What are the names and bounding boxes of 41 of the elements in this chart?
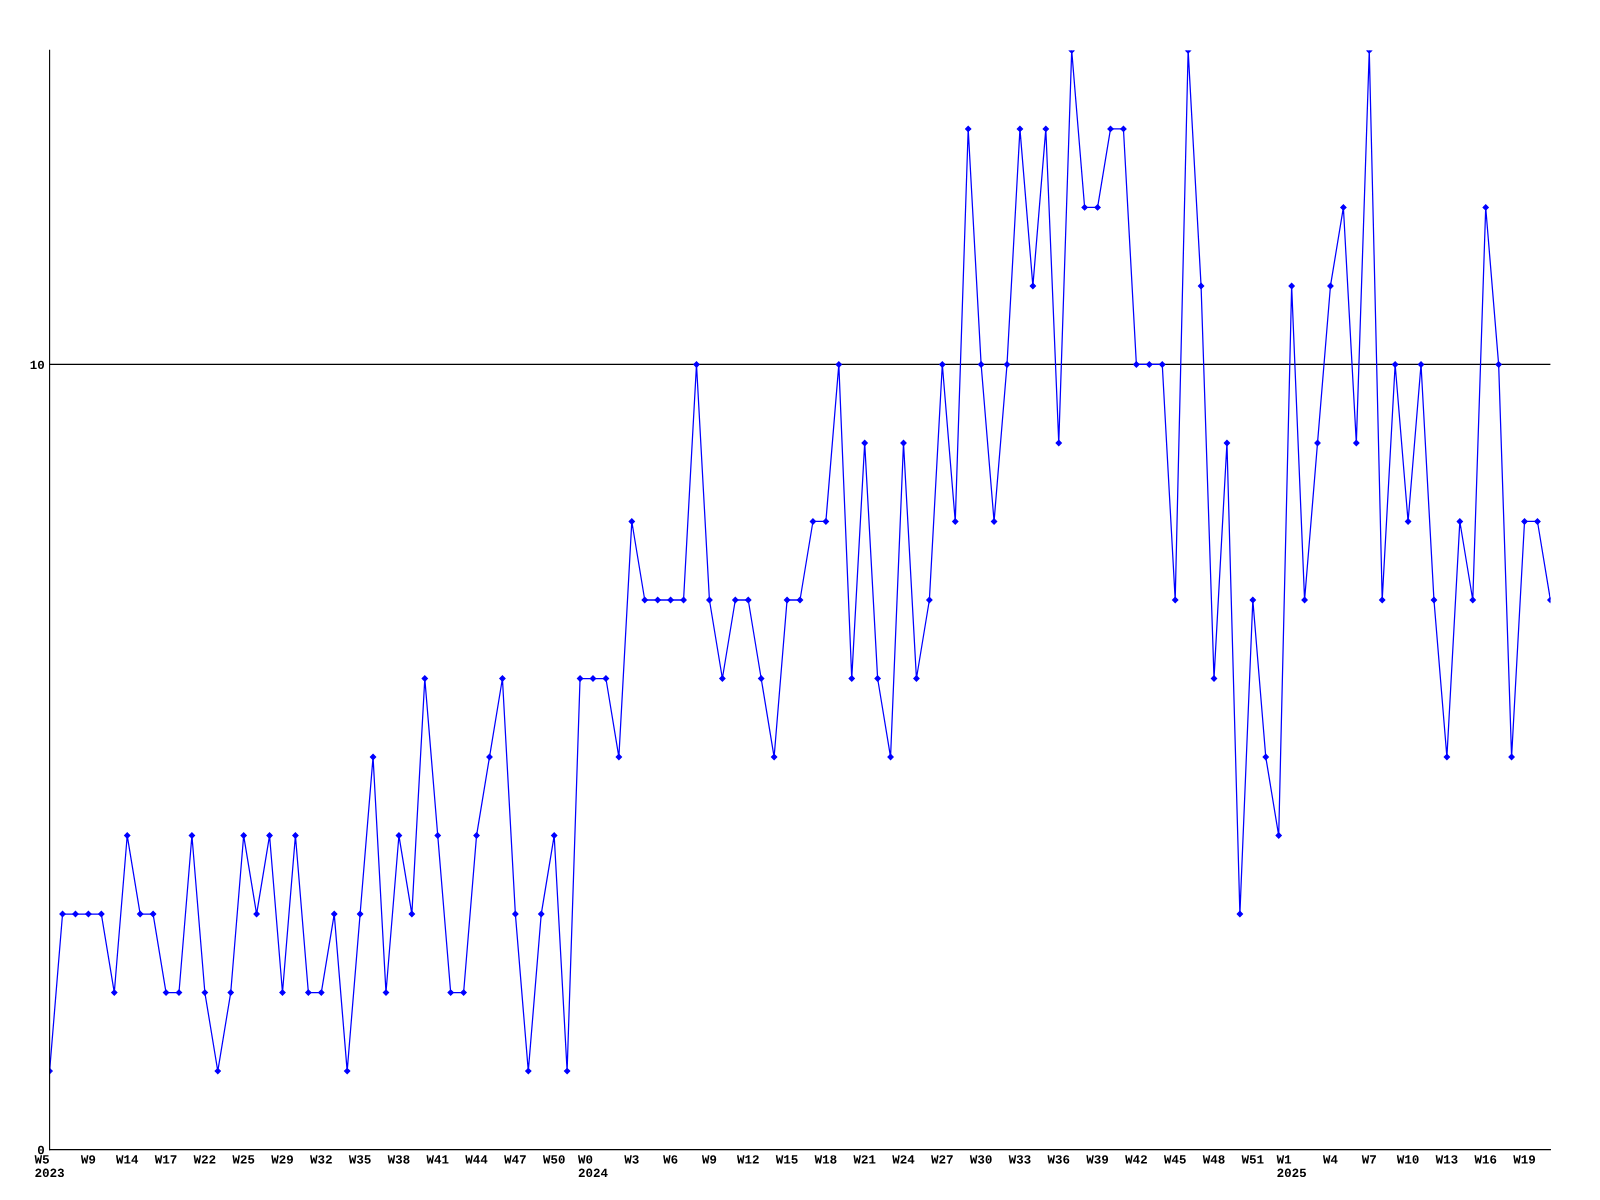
x-tick-label: W1 2025 bbox=[1276, 1155, 1306, 1178]
x-tick-label: W0 2024 bbox=[577, 1155, 608, 1178]
y-tick-label: 10 bbox=[30, 360, 45, 370]
x-tick-label: W25 bbox=[232, 1155, 255, 1164]
x-tick-label: W6 bbox=[663, 1155, 678, 1164]
x-tick-label: W42 bbox=[1125, 1155, 1147, 1164]
x-tick-label: W32 bbox=[310, 1155, 332, 1164]
x-tick-label: W15 bbox=[775, 1155, 798, 1164]
x-tick-label: W38 bbox=[387, 1155, 410, 1164]
x-tick-label: W44 bbox=[465, 1155, 488, 1164]
x-tick-label: W19 bbox=[1513, 1155, 1536, 1164]
x-tick-label: W27 bbox=[931, 1155, 953, 1164]
x-tick-label: W47 bbox=[504, 1155, 526, 1164]
x-tick-label: W18 bbox=[814, 1155, 837, 1164]
x-tick-label: W21 bbox=[853, 1155, 876, 1164]
x-tick-label: W9 bbox=[701, 1155, 717, 1164]
x-tick-label: W48 bbox=[1202, 1155, 1225, 1164]
x-tick-label: W24 bbox=[892, 1155, 915, 1164]
x-tick-label: W7 bbox=[1361, 1155, 1376, 1164]
x-tick-label: W33 bbox=[1008, 1155, 1031, 1164]
x-tick-label: W45 bbox=[1163, 1155, 1186, 1164]
x-tick-label: W36 bbox=[1047, 1155, 1070, 1164]
x-tick-label: W29 bbox=[271, 1155, 293, 1164]
x-tick-label: W4 bbox=[1322, 1155, 1338, 1164]
x-tick-label: W12 bbox=[737, 1155, 759, 1164]
x-tick-label: W41 bbox=[426, 1155, 449, 1164]
x-tick-label: W51 bbox=[1241, 1155, 1264, 1164]
x-tick-label: W14 bbox=[115, 1155, 139, 1164]
x-tick-label: W13 bbox=[1435, 1155, 1458, 1164]
x-tick-label: W5 2023 bbox=[34, 1155, 64, 1178]
x-tick-label: W50 bbox=[542, 1155, 565, 1164]
x-tick-label: W39 bbox=[1086, 1155, 1109, 1164]
x-tick-label: W9 bbox=[80, 1155, 96, 1164]
x-tick-label: W22 bbox=[193, 1155, 216, 1164]
x-tick-label: W3 bbox=[624, 1155, 639, 1164]
y-tick-label: 0 bbox=[37, 1145, 45, 1155]
x-tick-label: W35 bbox=[348, 1155, 371, 1164]
x-tick-label: W10 bbox=[1396, 1155, 1419, 1164]
x-tick-label: W16 bbox=[1474, 1155, 1497, 1164]
x-tick-label: W30 bbox=[969, 1155, 992, 1164]
x-tick-label: W17 bbox=[154, 1155, 177, 1164]
